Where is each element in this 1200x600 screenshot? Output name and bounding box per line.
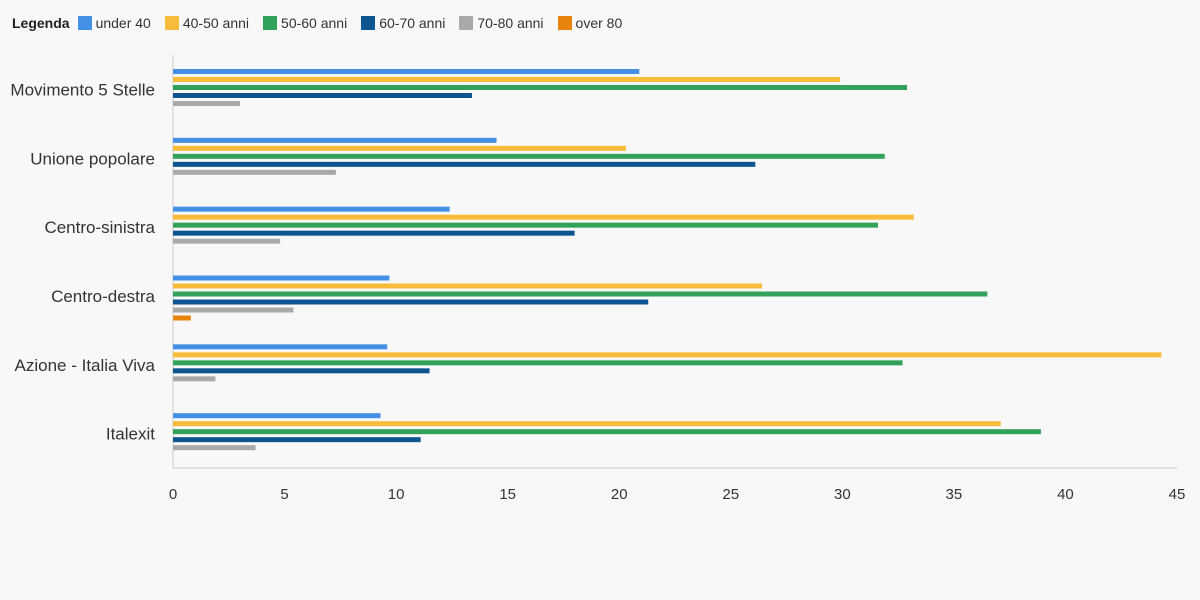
bar[interactable] [173, 137, 497, 143]
x-tick-label: 35 [946, 486, 963, 503]
x-tick-label: 0 [169, 486, 177, 503]
bar[interactable] [173, 352, 1162, 358]
category-label: Movimento 5 Stelle [10, 80, 155, 99]
bar[interactable] [173, 315, 191, 321]
bar[interactable] [173, 77, 841, 82]
x-tick-label: 5 [280, 486, 288, 503]
bar[interactable] [173, 413, 381, 419]
bar[interactable] [173, 69, 640, 74]
bar[interactable] [173, 368, 430, 374]
legend-label: 70-80 anni [477, 15, 544, 31]
bar[interactable] [173, 153, 885, 159]
bar[interactable] [173, 445, 256, 451]
bar[interactable] [173, 421, 1001, 427]
legend-label: 40-50 anni [182, 15, 250, 31]
legend-item[interactable]: 60-70 anni [361, 15, 445, 31]
bar[interactable] [173, 214, 914, 220]
x-tick-label: 30 [834, 486, 851, 503]
legend-swatch [557, 16, 572, 30]
bar[interactable] [173, 275, 390, 281]
bar[interactable] [173, 101, 240, 106]
legend-swatch [77, 16, 92, 30]
category-label: Unione popolare [30, 149, 155, 168]
legend-swatch [164, 16, 179, 30]
bar[interactable] [173, 238, 281, 244]
bar[interactable] [173, 169, 336, 175]
bar[interactable] [173, 85, 908, 90]
bar[interactable] [173, 206, 450, 212]
legend-swatch [459, 16, 474, 30]
category-label: Azione - Italia Viva [15, 356, 156, 375]
legend-item[interactable]: over 80 [557, 15, 623, 31]
category-label: Centro-destra [51, 287, 155, 306]
legend-title: Legenda [12, 15, 70, 31]
category-label: Centro-sinistra [44, 218, 155, 237]
bar[interactable] [173, 145, 626, 151]
x-tick-label: 45 [1169, 486, 1186, 503]
category-label: Italexit [106, 425, 155, 444]
legend-swatch [263, 16, 278, 30]
bar[interactable] [173, 222, 879, 228]
legend-item[interactable]: 50-60 anni [263, 15, 347, 31]
bar[interactable] [173, 230, 575, 236]
x-tick-label: 25 [722, 486, 739, 503]
legend-label: 50-60 anni [281, 15, 348, 31]
bar[interactable] [173, 360, 903, 366]
bar[interactable] [173, 307, 294, 313]
legend-label: under 40 [95, 15, 151, 31]
bar[interactable] [173, 93, 472, 98]
bar[interactable] [173, 344, 388, 350]
bar[interactable] [173, 429, 1041, 435]
legend-label: over 80 [575, 15, 623, 31]
bar[interactable] [173, 299, 649, 305]
legend-item[interactable]: 70-80 anni [459, 15, 544, 31]
legend-label: 60-70 anni [379, 15, 446, 31]
legend-item[interactable]: 40-50 anni [164, 15, 250, 31]
bar[interactable] [173, 161, 756, 167]
legend-swatch [361, 16, 376, 30]
x-tick-label: 40 [1057, 486, 1074, 503]
bar[interactable] [173, 437, 421, 443]
x-tick-label: 15 [499, 486, 516, 503]
x-tick-label: 10 [388, 486, 405, 503]
legend-item[interactable]: under 40 [77, 15, 151, 31]
legend: Legenda under 40 40-50 anni 50-60 anni 60-7… [12, 12, 636, 34]
x-tick-label: 20 [611, 486, 628, 503]
bar[interactable] [173, 291, 988, 297]
bar[interactable] [173, 283, 763, 289]
bar[interactable] [173, 376, 216, 382]
